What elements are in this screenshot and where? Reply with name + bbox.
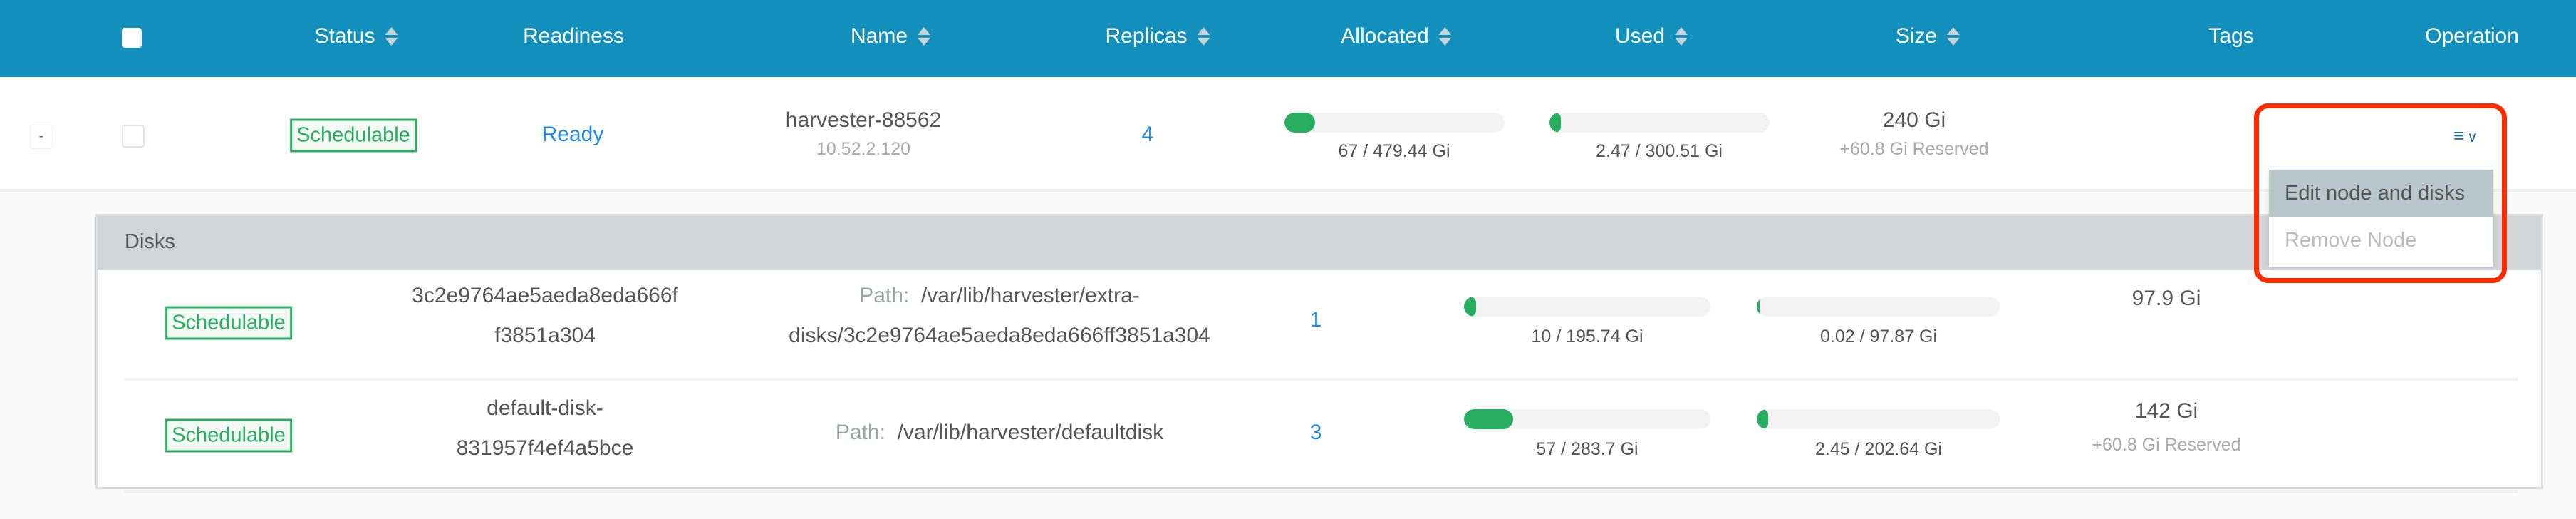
- operation-dropdown-menu: Edit node and disks Remove Node: [2269, 170, 2493, 267]
- path-value: /var/lib/harvester/extra-: [920, 284, 1140, 307]
- disk-size: 142 Gi: [2134, 399, 2198, 423]
- used-fill: [1757, 297, 1760, 317]
- disk-size: 97.9 Gi: [2131, 287, 2201, 310]
- allocated-bar: [1284, 113, 1505, 133]
- column-name[interactable]: Name: [850, 24, 931, 48]
- path-label: Path:: [835, 421, 886, 444]
- disk-path: Path: /var/lib/harvester/defaultdisk: [836, 421, 1163, 445]
- menu-item-remove-node[interactable]: Remove Node: [2285, 229, 2417, 252]
- operation-menu-button[interactable]: ≡ ∨: [2453, 125, 2478, 147]
- node-reserved: +60.8 Gi Reserved: [1839, 139, 1989, 159]
- sort-icon[interactable]: [1197, 27, 1210, 46]
- column-label: Name: [850, 24, 908, 48]
- column-operation: Operation: [2425, 24, 2519, 48]
- disk-reserved: +60.8 Gi Reserved: [2092, 435, 2241, 455]
- path-label: Path:: [859, 284, 910, 307]
- highlight-annotation-box: [2254, 103, 2507, 283]
- column-allocated[interactable]: Allocated: [1341, 24, 1452, 48]
- used-fill: [1549, 113, 1561, 133]
- allocated-label: 10 / 195.74 Gi: [1531, 327, 1643, 346]
- table-header: Status Readiness Name Replicas Allocated…: [0, 0, 2576, 77]
- menu-item-edit-node-and-disks[interactable]: Edit node and disks: [2269, 170, 2493, 217]
- used-label: 2.47 / 300.51 Gi: [1596, 141, 1723, 161]
- disk-row: Schedulable 3c2e9764ae5aeda8eda666f f385…: [125, 268, 2518, 381]
- used-bar: [1757, 297, 2000, 317]
- column-readiness: Readiness: [523, 24, 624, 48]
- disks-panel: Disks Schedulable 3c2e9764ae5aeda8eda666…: [95, 214, 2543, 493]
- sort-icon[interactable]: [1675, 27, 1688, 46]
- allocated-fill: [1464, 297, 1477, 317]
- disk-name-line1: 3c2e9764ae5aeda8eda666f: [412, 284, 678, 307]
- used-fill: [1757, 409, 1768, 429]
- column-tags: Tags: [2208, 24, 2253, 48]
- sort-icon[interactable]: [1438, 27, 1452, 46]
- allocated-fill: [1284, 113, 1316, 133]
- allocated-bar: [1464, 297, 1710, 317]
- node-row: - Schedulable Ready harvester-88562 10.5…: [0, 78, 2576, 192]
- node-name: harvester-88562: [785, 108, 942, 132]
- disks-title: Disks: [125, 230, 175, 253]
- disk-name-line2: f3851a304: [494, 324, 596, 347]
- used-label: 2.45 / 202.64 Gi: [1815, 439, 1942, 459]
- sort-icon[interactable]: [1947, 27, 1960, 46]
- used-bar: [1757, 409, 2000, 429]
- allocated-fill: [1464, 409, 1514, 429]
- collapse-toggle[interactable]: -: [30, 125, 53, 149]
- column-label: Replicas: [1105, 24, 1188, 48]
- chevron-down-icon: ∨: [2467, 130, 2478, 145]
- column-label: Size: [1895, 24, 1938, 48]
- row-checkbox[interactable]: [122, 125, 145, 148]
- column-used[interactable]: Used: [1615, 24, 1688, 48]
- disk-path: Path: /var/lib/harvester/extra-: [859, 284, 1140, 308]
- select-all-checkbox[interactable]: [122, 28, 142, 48]
- node-ip: 10.52.2.120: [816, 139, 911, 159]
- used-bar: [1549, 113, 1770, 133]
- disk-row: Schedulable default-disk- 831957f4ef4a5b…: [125, 381, 2518, 493]
- readiness-link[interactable]: Ready: [541, 123, 604, 146]
- allocated-bar: [1464, 409, 1710, 429]
- sort-icon[interactable]: [918, 27, 931, 46]
- used-label: 0.02 / 97.87 Gi: [1819, 327, 1938, 346]
- allocated-label: 57 / 283.7 Gi: [1536, 439, 1638, 459]
- status-badge: Schedulable: [165, 418, 292, 453]
- disk-name-line1: default-disk-: [487, 396, 603, 420]
- sort-icon[interactable]: [385, 27, 398, 46]
- disk-name-line2: 831957f4ef4a5bce: [456, 436, 634, 460]
- column-replicas[interactable]: Replicas: [1105, 24, 1210, 48]
- replicas-link[interactable]: 1: [1309, 308, 1322, 332]
- path-value: /var/lib/harvester/defaultdisk: [897, 421, 1164, 444]
- column-label: Status: [314, 24, 375, 48]
- column-label: Used: [1614, 24, 1666, 48]
- allocated-label: 67 / 479.44 Gi: [1338, 141, 1450, 161]
- column-status[interactable]: Status: [314, 24, 398, 48]
- column-label: Allocated: [1341, 24, 1429, 48]
- column-label: Readiness: [523, 24, 624, 48]
- replicas-link[interactable]: 4: [1141, 123, 1154, 146]
- column-label: Operation: [2425, 24, 2519, 48]
- disk-path-line2: disks/3c2e9764ae5aeda8eda666ff3851a304: [789, 324, 1210, 347]
- node-size: 240 Gi: [1882, 108, 1946, 132]
- list-icon: ≡: [2453, 125, 2465, 146]
- status-badge: Schedulable: [290, 118, 417, 153]
- disks-header: Disks: [98, 216, 2541, 270]
- column-size[interactable]: Size: [1896, 24, 1960, 48]
- replicas-link[interactable]: 3: [1309, 421, 1322, 444]
- column-label: Tags: [2208, 24, 2254, 48]
- status-badge: Schedulable: [165, 306, 292, 340]
